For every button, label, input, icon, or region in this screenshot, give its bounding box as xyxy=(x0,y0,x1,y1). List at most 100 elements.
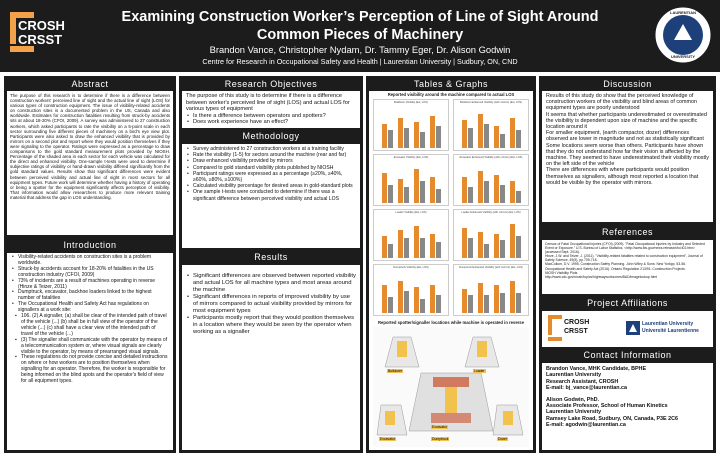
objective-bullet: Is there a difference between operators … xyxy=(186,113,356,120)
mini-chart-caption: Dumptruck Enhanced Visibility (with mirr… xyxy=(459,266,523,269)
mini-chart-caption: Dumptruck Visibility (Est, LOS) xyxy=(393,266,429,269)
crsst-logo-text: CRSST xyxy=(18,32,63,47)
method-bullet: Calculated visibility percentage for des… xyxy=(186,183,356,189)
contact-line: Alison Godwin, PhD. xyxy=(546,396,600,403)
affiliations-panel: CROSH CRSST Laurentian University Univer… xyxy=(542,311,713,347)
mini-chart: Loader Enhanced Visibility (with mirrors… xyxy=(453,209,529,261)
reference-item: MacCollum, D.V. 1995. Construction Safet… xyxy=(545,262,687,267)
mini-chart-caption: Bulldozer Enhanced Visibility (with mirr… xyxy=(460,101,522,104)
machine-label-dozer: Dozer xyxy=(497,437,509,441)
introduction-heading: Introduction xyxy=(63,240,117,250)
objectives-panel: The purpose of this study is to determin… xyxy=(182,91,360,128)
affiliations-heading: Project Affiliations xyxy=(587,298,668,308)
machine-label-excavator: Excavator xyxy=(431,425,449,429)
contact-email[interactable]: E-mail: bj_vance@laurentian.ca xyxy=(546,385,628,392)
methodology-content: Survey administered to 27 construction w… xyxy=(182,144,360,204)
tables-heading: Tables & Graphs xyxy=(413,79,489,89)
references-heading: References xyxy=(601,227,654,237)
contact-heading: Contact Information xyxy=(583,350,672,360)
contact-content: Brandon Vance, MHK Candidate, BPHE Laure… xyxy=(542,363,713,432)
machine-label-excavator-2: Excavator xyxy=(379,437,397,441)
contact-line: Ramsey Lake Road, Sudbury, ON, Canada, P… xyxy=(546,415,679,422)
mini-chart: Excavator Enhanced Visibility (with mirr… xyxy=(453,154,529,206)
introduction-content: Visibility-related accidents on construc… xyxy=(7,253,173,387)
mini-chart: Bulldozer Enhanced Visibility (with mirr… xyxy=(453,99,529,151)
results-heading: Results xyxy=(254,252,288,262)
results-content: Significant differences are observed bet… xyxy=(182,265,360,338)
reference-item: NIOSH Visibility Plots xyxy=(545,270,578,275)
laurentienne-affiliation-name: Université Laurentienne xyxy=(642,328,699,334)
mini-chart-caption: Bulldozer Visibility (Est, LOS) xyxy=(394,101,428,104)
title-line-1: Examining Construction Worker’s Percepti… xyxy=(121,9,599,25)
crsst-affiliation-text: CRSST xyxy=(564,328,588,335)
contact-line: Brandon Vance, MHK Candidate, BPHE xyxy=(546,366,647,372)
reference-item: Occupational Health and Safety Act (2016… xyxy=(545,266,686,271)
crosh-logo-text: CROSH xyxy=(18,18,65,33)
authors: Brandon Vance, Christopher Nydam, Dr. Ta… xyxy=(209,44,511,55)
discussion-content: Results of this study do show that the p… xyxy=(542,91,713,188)
discussion-paragraph: For smaller equipment, (earth compactor,… xyxy=(546,130,704,143)
laurentian-affiliation-logo: Laurentian University Université Laurent… xyxy=(626,317,710,343)
intro-bullet: Dumptruck, excavator, backhoe loaders li… xyxy=(11,290,169,302)
contact-line: Laurentian University xyxy=(546,372,602,379)
mini-chart: Excavator Visibility (Est, LOS) xyxy=(373,154,449,206)
machine-label-bulldozer: Bulldozer xyxy=(387,369,404,373)
method-bullet: Rate the visibility (1-5) for sectors ar… xyxy=(186,152,356,158)
introduction-panel: Visibility-related accidents on construc… xyxy=(7,253,173,450)
method-bullet: Draw enhanced visibility provided by mir… xyxy=(186,158,356,164)
intro-bullet: Visibility-related accidents on construc… xyxy=(11,254,169,267)
mini-chart: Loader Visibility (Est, LOS) xyxy=(373,209,449,261)
mini-chart: Dumptruck Enhanced Visibility (with mirr… xyxy=(453,264,529,316)
top-chart-caption: Reported visibility around the machine c… xyxy=(387,92,515,97)
references-panel: Census of Fatal Occupational Injuries (C… xyxy=(542,240,713,294)
result-bullet: Significant differences are observed bet… xyxy=(186,273,356,294)
references-content: Census of Fatal Occupational Injuries (C… xyxy=(542,240,713,281)
contact-panel: Brandon Vance, MHK Candidate, BPHE Laure… xyxy=(542,363,713,450)
spotter-diagram: Bulldozer Loader Excavator Dumptruck Exc… xyxy=(373,327,529,447)
reference-link[interactable]: http://www.cdc.gov/niosh/topics/highwayw… xyxy=(545,274,658,279)
crosh-affiliation-text: CROSH xyxy=(564,319,590,326)
crosh-logo: CROSH CRSST xyxy=(4,4,70,66)
discussion-panel: Results of this study do show that the p… xyxy=(542,91,713,222)
intro-sub-bullet: These regulations do not provide concise… xyxy=(11,355,169,385)
discussion-paragraph: Results of this study do show that the p… xyxy=(546,93,698,112)
discussion-paragraph: It seems that whether participants under… xyxy=(546,111,707,131)
poster-title: Examining Construction Worker’s Percepti… xyxy=(80,8,640,44)
mini-chart-caption: Excavator Enhanced Visibility (with mirr… xyxy=(459,156,523,159)
results-panel: Significant differences are observed bet… xyxy=(182,265,360,450)
mini-chart-caption: Loader Enhanced Visibility (with mirrors… xyxy=(461,211,521,214)
laurentian-logo-text: LAURENTIAN xyxy=(670,10,696,15)
result-bullet: Participants mostly report that they wou… xyxy=(186,315,356,336)
objectives-heading: Research Objectives xyxy=(224,79,318,89)
mini-chart: Dumptruck Visibility (Est, LOS) xyxy=(373,264,449,316)
affiliation-line: Centre for Research in Occupational Safe… xyxy=(202,57,518,66)
contact-line: Associate Professor, School of Human Kin… xyxy=(546,403,668,410)
method-bullet: Survey administered to 27 construction w… xyxy=(186,146,356,152)
machine-label-dumptruck: Dumptruck xyxy=(431,437,450,441)
intro-sub-bullet: (3) The signaller shall communicate with… xyxy=(11,337,169,356)
bottom-chart-caption: Reported spotter/signaller locations whi… xyxy=(378,320,524,325)
contact-line: Research Assistant, CROSH xyxy=(546,378,619,385)
method-bullet: One sample t-tests were conducted to det… xyxy=(186,189,356,201)
mini-chart-caption: Excavator Visibility (Est, LOS) xyxy=(393,156,429,159)
methodology-panel: Survey administered to 27 construction w… xyxy=(182,144,360,248)
method-bullet: Participant ratings were expressed as a … xyxy=(186,171,356,183)
poster-header: CROSH CRSST Examining Construction Worke… xyxy=(0,0,720,72)
laurentian-logo: LAURENTIAN UNIVERSITY xyxy=(650,4,716,66)
laurentian-affiliation-name: Laurentian University xyxy=(642,321,694,327)
methodology-heading: Methodology xyxy=(242,131,300,141)
abstract-heading: Abstract xyxy=(71,79,109,89)
discussion-heading: Discussion xyxy=(603,79,652,89)
intro-bullet: 73% of incidents are a result of machine… xyxy=(11,278,169,291)
mini-chart-caption: Loader Visibility (Est, LOS) xyxy=(395,211,427,214)
contact-line: Laurentian University xyxy=(546,409,602,416)
reference-item: Hinze, J.W. and Teizer, J. (2011). "Visi… xyxy=(545,254,703,263)
university-logo-text: UNIVERSITY xyxy=(670,54,695,59)
mini-chart: Bulldozer Visibility (Est, LOS) xyxy=(373,99,449,151)
machine-label-loader: Loader xyxy=(473,369,486,373)
contact-email[interactable]: E-mail: agodwin@laurentian.ca xyxy=(546,422,626,429)
crosh-affiliation-logo: CROSH CRSST xyxy=(546,313,606,345)
objective-bullet: Does work experience have an effect? xyxy=(186,119,356,126)
reference-item: Census of Fatal Occupational Injuries (C… xyxy=(545,242,705,255)
